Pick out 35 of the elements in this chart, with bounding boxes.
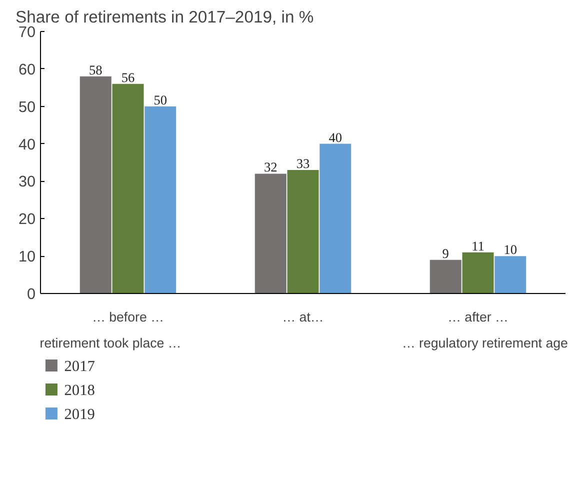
bar	[320, 144, 352, 294]
data-label: 11	[472, 238, 484, 254]
data-label: 40	[328, 130, 342, 145]
bar	[430, 260, 462, 294]
legend-label: 2019	[64, 406, 96, 423]
y-tick-label: 20	[18, 211, 36, 228]
x-tick-label: … at…	[282, 310, 324, 324]
data-label: 10	[504, 242, 518, 258]
bar	[254, 174, 286, 294]
bar	[462, 252, 494, 294]
legend-label: 2018	[64, 382, 96, 399]
data-label: 33	[296, 156, 310, 171]
bar	[144, 106, 176, 294]
bar	[80, 76, 112, 294]
data-label: 50	[154, 92, 168, 108]
data-label: 56	[121, 70, 135, 85]
y-tick-label: 10	[18, 248, 36, 266]
y-tick-label: 0	[26, 286, 36, 303]
x-tick-label: … after …	[448, 310, 508, 324]
data-label: 58	[88, 62, 103, 78]
y-tick-label: 70	[18, 24, 36, 41]
y-tick-label: 60	[18, 61, 36, 78]
bar	[494, 256, 526, 294]
text: … regulatory retirement age	[402, 336, 568, 350]
x-tick-label: … before …	[92, 310, 164, 324]
legend-label: 2017	[64, 358, 96, 375]
y-tick-label: 40	[18, 136, 36, 154]
bar	[287, 170, 319, 294]
chart-title: Share of retirements in 2017–2019, in %	[16, 8, 314, 26]
text: retirement took place …	[40, 336, 182, 350]
data-label: 9	[442, 246, 450, 261]
data-label: 32	[264, 160, 278, 175]
bar	[112, 84, 144, 294]
y-tick-label: 50	[18, 98, 36, 116]
y-tick-label: 30	[18, 174, 36, 191]
